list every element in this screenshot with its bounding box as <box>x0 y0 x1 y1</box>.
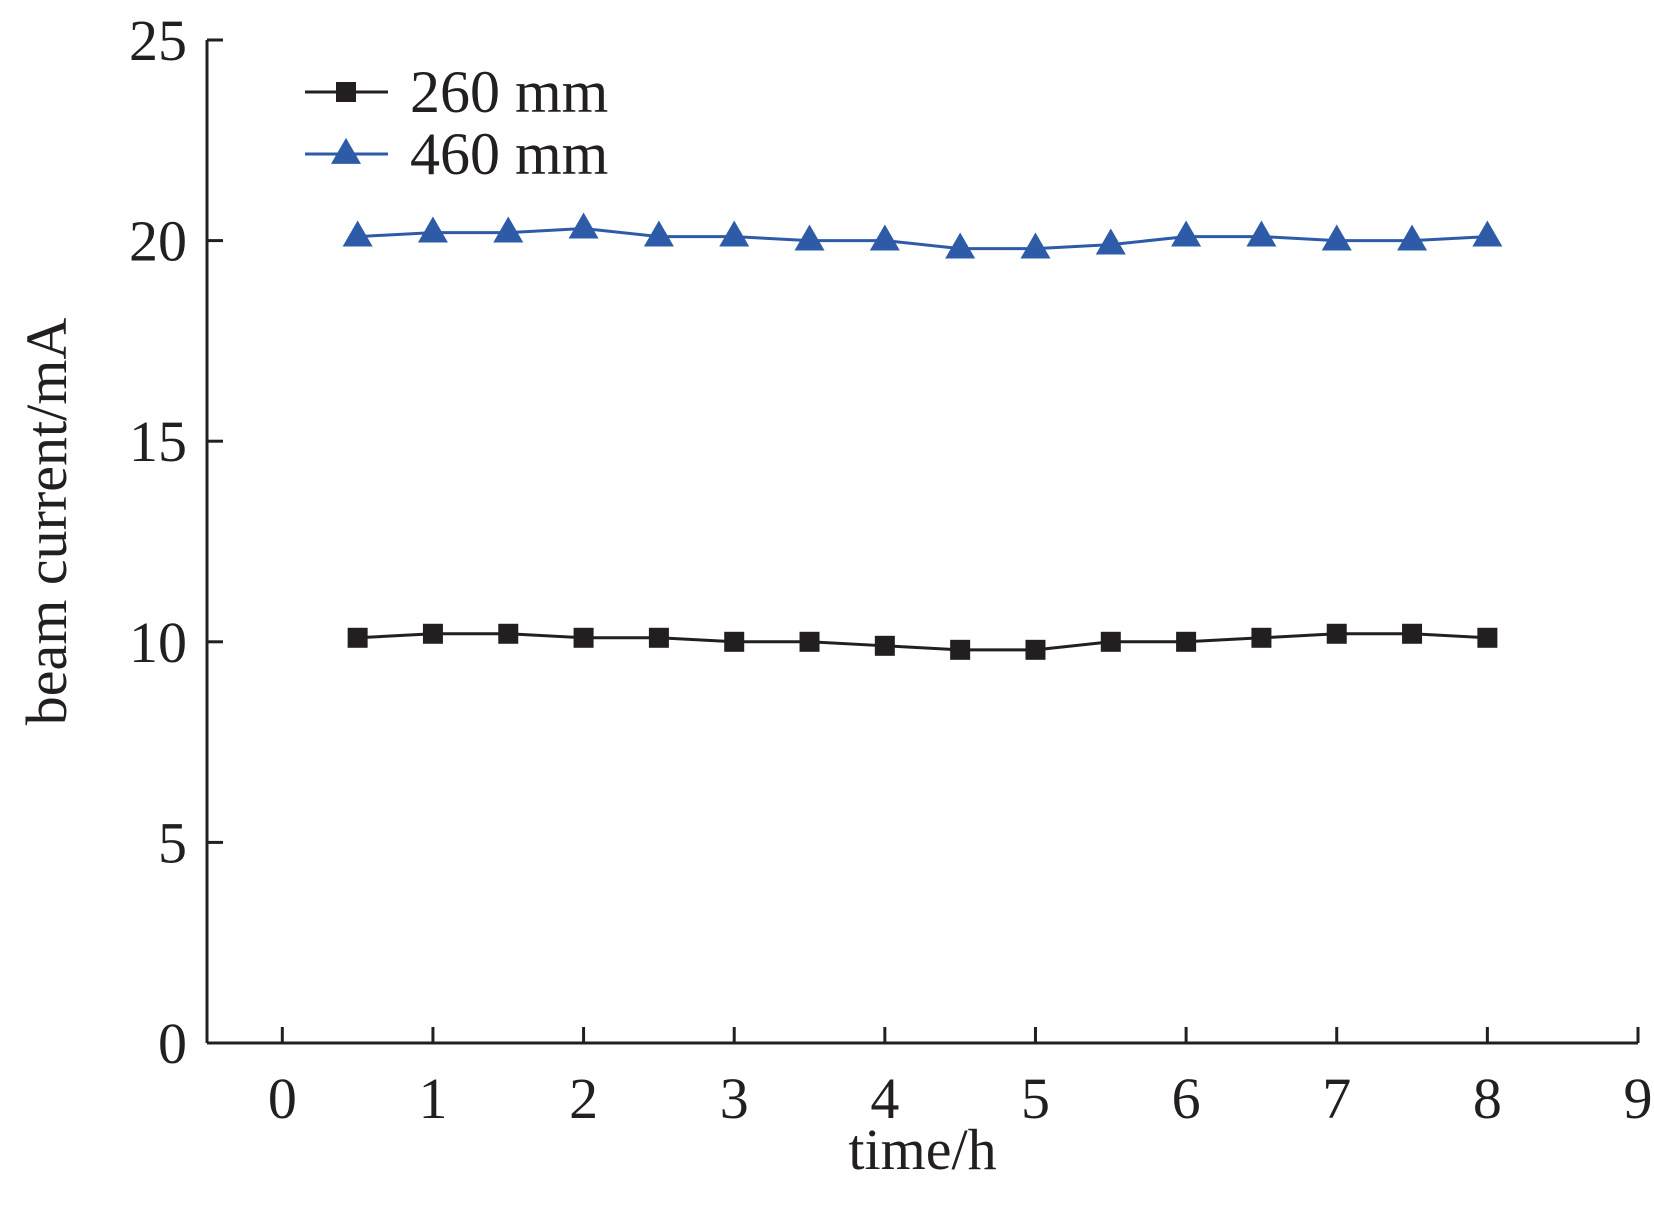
y-axis-title: beam current/mA <box>14 318 79 726</box>
data-point <box>1397 224 1428 251</box>
data-point <box>799 631 820 652</box>
data-point <box>422 623 443 644</box>
data-point <box>1025 639 1046 660</box>
data-point <box>1171 220 1202 247</box>
y-tick-label: 0 <box>158 1011 187 1076</box>
x-tick-label: 3 <box>720 1066 749 1131</box>
data-point <box>1251 627 1272 648</box>
legend-item: 460 mm <box>305 121 608 187</box>
legend-label: 260 mm <box>410 59 608 125</box>
x-tick-label: 2 <box>569 1066 598 1131</box>
data-point <box>794 224 825 251</box>
x-tick-label: 9 <box>1624 1066 1653 1131</box>
y-tick-label: 10 <box>129 610 187 675</box>
data-point <box>950 639 971 660</box>
data-point <box>1020 232 1051 259</box>
data-point <box>568 212 599 239</box>
data-point <box>347 627 368 648</box>
data-point <box>724 631 745 652</box>
data-point <box>498 623 519 644</box>
data-point <box>1321 224 1352 251</box>
legend-label: 460 mm <box>410 121 608 187</box>
data-point <box>869 224 900 251</box>
data-point <box>1100 631 1121 652</box>
data-point <box>643 220 674 247</box>
x-tick-label: 8 <box>1473 1066 1502 1131</box>
x-tick-label: 4 <box>870 1066 899 1131</box>
data-point <box>1246 220 1277 247</box>
x-tick-label: 1 <box>418 1066 447 1131</box>
data-point <box>1472 220 1503 247</box>
data-point <box>1095 228 1126 255</box>
y-ticks: 0 5 10 15 20 25 <box>129 8 223 1076</box>
series-layer <box>342 212 1503 660</box>
data-point <box>1176 631 1197 652</box>
series-1 <box>347 623 1498 660</box>
legend-marker <box>331 137 361 164</box>
y-tick-label: 20 <box>129 209 187 274</box>
x-axis-title: time/h <box>848 1117 996 1182</box>
legend-marker <box>336 82 356 102</box>
data-point <box>417 216 448 243</box>
series-line <box>357 227 1488 251</box>
y-tick-label: 15 <box>129 409 187 474</box>
y-tick-label: 25 <box>129 8 187 73</box>
data-point <box>493 216 524 243</box>
x-tick-label: 6 <box>1172 1066 1201 1131</box>
x-tick-label: 7 <box>1322 1066 1351 1131</box>
data-point <box>1402 623 1423 644</box>
series-line <box>357 632 1488 652</box>
x-ticks: 0 1 2 3 4 5 6 7 8 9 <box>268 1027 1653 1131</box>
data-point <box>874 635 895 656</box>
y-tick-label: 5 <box>158 810 187 875</box>
data-point <box>719 220 750 247</box>
data-point <box>1477 627 1498 648</box>
x-tick-label: 0 <box>268 1066 297 1131</box>
data-point <box>1326 623 1347 644</box>
data-point <box>573 627 594 648</box>
data-point <box>945 232 976 259</box>
series-2 <box>342 212 1503 259</box>
legend-item: 260 mm <box>305 59 608 125</box>
axes <box>205 40 1638 1045</box>
data-point <box>342 220 373 247</box>
x-tick-label: 5 <box>1021 1066 1050 1131</box>
data-point <box>648 627 669 648</box>
